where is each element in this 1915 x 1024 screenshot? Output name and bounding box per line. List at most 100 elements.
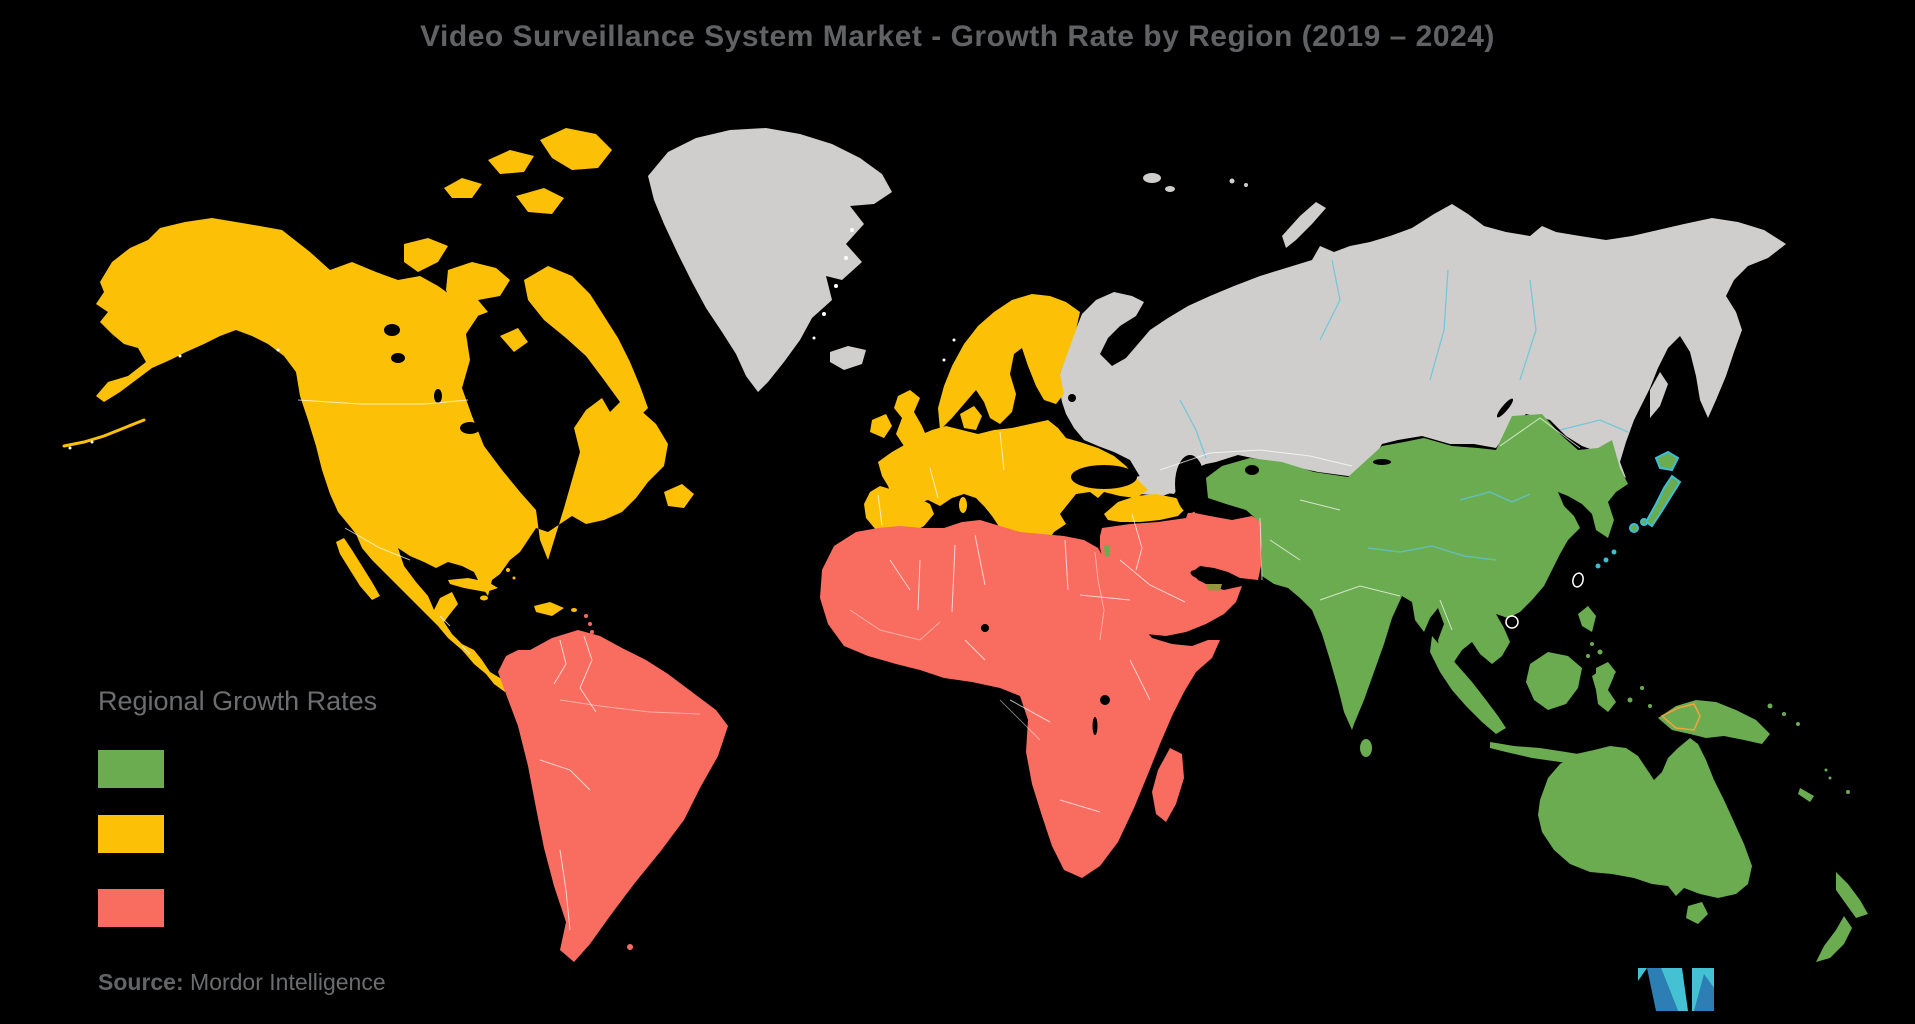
island-taiwan: [1572, 572, 1584, 588]
border-congo: [1009, 699, 1051, 723]
legend-swatch-yellow: [98, 815, 164, 853]
landmass-italy: [976, 486, 1030, 544]
border-algeria-libya: [974, 534, 986, 586]
lake-tanganyika: [1092, 717, 1098, 735]
island-sardinia: [959, 497, 967, 513]
border-poland: [999, 431, 1005, 471]
border-iran-pakistan: [1259, 517, 1263, 581]
island-moluccas-1: [1627, 697, 1633, 703]
speck-greenland-3: [834, 284, 838, 288]
island-cuba: [448, 578, 498, 592]
lake-balkhash: [1373, 459, 1391, 465]
island-queen-elizabeth-1: [444, 178, 482, 198]
island-nz-south: [1816, 916, 1852, 962]
lake-ontario: [525, 431, 535, 437]
river-yenisei: [1429, 269, 1449, 381]
island-franz-josef-2: [1244, 183, 1248, 187]
legend-swatch-red: [98, 889, 164, 927]
lake-victoria: [1100, 695, 1110, 705]
island-great-britain: [894, 390, 928, 450]
river-niger: [849, 609, 941, 641]
aleutian-islands: [62, 418, 146, 448]
island-bahamas-2: [506, 568, 510, 572]
border-spain-portugal: [877, 494, 883, 526]
lake-baikal: [1496, 398, 1514, 418]
island-fiji: [1846, 790, 1850, 794]
island-svalbard: [1143, 173, 1161, 183]
island-novaya-zemlya: [1282, 202, 1326, 248]
island-tasmania: [1686, 902, 1708, 924]
island-solomon-1: [1782, 712, 1786, 716]
island-visayas-1: [1590, 642, 1594, 646]
island-nz-north: [1836, 872, 1868, 918]
island-shikoku: [1640, 518, 1648, 526]
island-newfoundland: [664, 484, 694, 508]
papua-highlight: [1660, 703, 1701, 731]
island-sri-lanka: [1360, 739, 1372, 757]
island-new-caledonia: [1798, 788, 1814, 802]
island-queen-elizabeth-2: [488, 150, 534, 174]
border-france-germany: [929, 467, 939, 499]
legend-swatch-green: [98, 750, 164, 788]
lake-great-bear: [384, 324, 400, 336]
border-us-canada: [297, 399, 469, 405]
japan: [1595, 450, 1682, 569]
country-borders: [297, 399, 1581, 931]
island-honshu: [1644, 474, 1682, 528]
speck-norway-2: [952, 338, 956, 342]
island-baffin: [524, 266, 648, 420]
landmass-asia: [1206, 414, 1628, 730]
island-moluccas-3: [1648, 704, 1652, 708]
border-nigeria: [964, 639, 986, 661]
uae-patch: [1206, 584, 1222, 591]
lake-great-slave: [391, 353, 405, 363]
region-red: [498, 502, 1262, 962]
river-ob: [1319, 259, 1341, 341]
island-ryukyu-1: [1611, 549, 1617, 555]
island-banks: [404, 238, 448, 272]
border-libya-egypt: [1064, 539, 1069, 591]
border-sahara-1: [917, 559, 921, 611]
chart-title: Video Surveillance System Market - Growt…: [420, 20, 1495, 53]
speck-aleutian-2: [90, 440, 94, 444]
landmass-iceland: [830, 346, 866, 370]
legend: Regional Growth Rates: [98, 686, 377, 927]
river-congo: [999, 699, 1041, 741]
island-new-britain: [1767, 703, 1773, 709]
island-jamaica: [480, 595, 488, 601]
border-sea: [1439, 599, 1453, 631]
island-svalbard-2: [1165, 186, 1175, 192]
lake-michigan: [483, 430, 493, 446]
source-label: Source:: [98, 969, 184, 995]
lake-huron: [495, 425, 509, 435]
island-sulawesi: [1592, 668, 1616, 712]
logo-right-blue: [1694, 974, 1714, 1011]
landmass-south-america: [498, 630, 728, 962]
source-value: Mordor Intelligence: [183, 969, 386, 995]
rivers-africa-sa: [559, 551, 1105, 741]
lake-chad: [981, 624, 989, 632]
speck-greenland-4: [822, 312, 826, 316]
island-trinidad: [593, 638, 599, 644]
island-sakhalin: [1650, 372, 1668, 418]
island-devon: [516, 188, 564, 214]
border-central-asia-1: [1269, 539, 1301, 561]
logo-teal-triangle: [1638, 968, 1647, 981]
speck-greenland-2: [844, 256, 848, 260]
island-falkland: [627, 944, 633, 950]
island-moluccas-2: [1640, 686, 1644, 690]
island-corsica: [963, 484, 969, 494]
island-lesser-antilles-2: [588, 622, 592, 626]
border-morocco-algeria: [889, 559, 911, 591]
region-green: [1104, 414, 1868, 962]
landmass-north-america: [96, 218, 668, 692]
border-venezuela-brazil: [579, 635, 597, 713]
island-vanuatu-1: [1824, 768, 1828, 772]
island-hispaniola: [534, 602, 564, 616]
island-lesser-antilles-1: [584, 614, 588, 618]
island-bahamas-3: [512, 576, 516, 580]
sea-aral: [1245, 465, 1259, 475]
island-hokkaido: [1654, 450, 1680, 472]
mordor-intelligence-logo: [1638, 968, 1714, 1011]
